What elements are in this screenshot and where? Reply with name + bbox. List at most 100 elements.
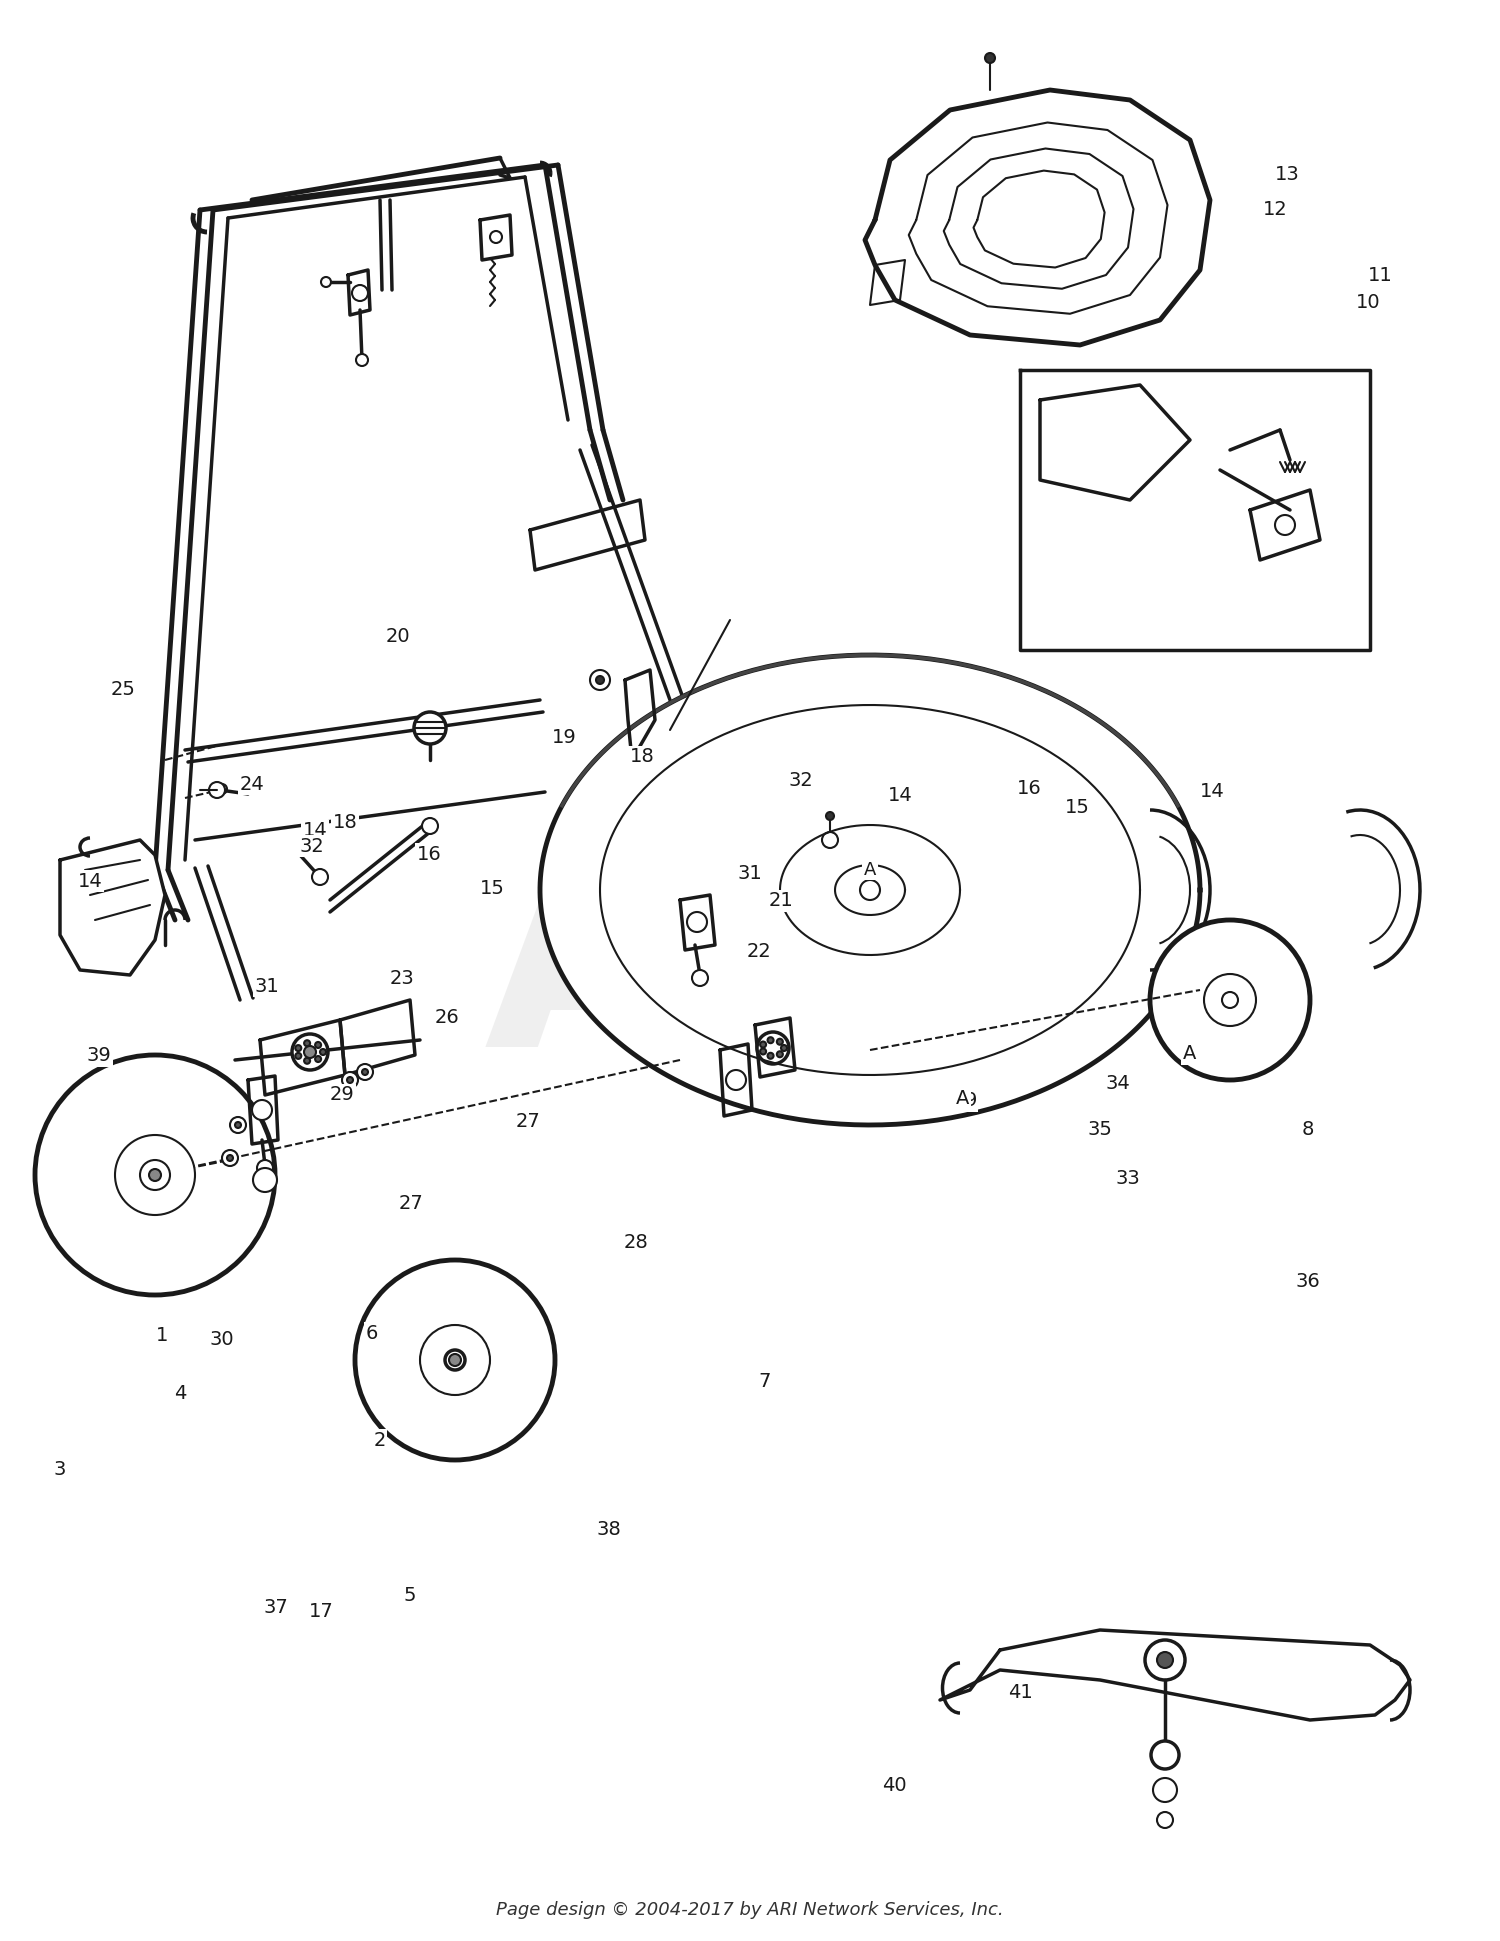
Circle shape (342, 1071, 358, 1089)
Circle shape (217, 784, 226, 794)
Circle shape (768, 1052, 774, 1058)
Circle shape (304, 1058, 310, 1064)
Circle shape (986, 52, 994, 62)
Text: 7: 7 (759, 1372, 771, 1392)
Circle shape (420, 1326, 491, 1396)
Text: 1: 1 (156, 1326, 168, 1345)
Circle shape (356, 1260, 555, 1460)
Text: 24: 24 (240, 774, 264, 794)
Circle shape (116, 1135, 195, 1215)
Circle shape (446, 1351, 465, 1370)
Text: 38: 38 (597, 1520, 621, 1539)
Circle shape (692, 970, 708, 986)
Text: 32: 32 (789, 771, 813, 790)
Polygon shape (530, 501, 645, 571)
Text: 21: 21 (770, 891, 794, 910)
Circle shape (312, 870, 328, 885)
Polygon shape (340, 1000, 416, 1075)
Text: 5: 5 (404, 1586, 416, 1605)
Text: A: A (1184, 1044, 1196, 1064)
Text: 27: 27 (399, 1194, 423, 1213)
Text: 25: 25 (111, 679, 135, 699)
Circle shape (414, 712, 446, 743)
Text: 37: 37 (264, 1597, 288, 1617)
Text: A: A (864, 862, 876, 879)
Text: 15: 15 (1065, 798, 1089, 817)
Text: 16: 16 (1017, 778, 1041, 798)
Polygon shape (680, 895, 716, 949)
Polygon shape (1040, 384, 1190, 501)
Text: 23: 23 (390, 969, 414, 988)
Polygon shape (754, 1017, 795, 1077)
Circle shape (1144, 1640, 1185, 1681)
Text: 14: 14 (888, 786, 912, 806)
Circle shape (422, 817, 438, 835)
Circle shape (296, 1044, 302, 1052)
Circle shape (768, 1036, 774, 1042)
Circle shape (304, 1046, 316, 1058)
Polygon shape (248, 1075, 278, 1143)
Circle shape (777, 1038, 783, 1044)
Circle shape (236, 1122, 242, 1128)
Circle shape (304, 1040, 310, 1046)
Text: 2: 2 (374, 1431, 386, 1450)
Text: 28: 28 (624, 1233, 648, 1252)
Circle shape (222, 1149, 238, 1167)
Text: 31: 31 (738, 864, 762, 883)
Text: 6: 6 (366, 1324, 378, 1343)
Circle shape (1204, 974, 1255, 1027)
Text: 26: 26 (435, 1007, 459, 1027)
Polygon shape (260, 1021, 345, 1095)
Polygon shape (870, 260, 904, 305)
Text: 31: 31 (255, 976, 279, 996)
Text: 8: 8 (1302, 1120, 1314, 1139)
Circle shape (760, 1042, 766, 1048)
Circle shape (1150, 1741, 1179, 1768)
Text: 33: 33 (1116, 1168, 1140, 1188)
Text: Page design © 2004-2017 by ARI Network Services, Inc.: Page design © 2004-2017 by ARI Network S… (496, 1900, 1004, 1920)
Circle shape (1156, 1813, 1173, 1828)
Text: 39: 39 (87, 1046, 111, 1066)
Text: 18: 18 (333, 813, 357, 833)
Text: 9: 9 (964, 1091, 976, 1110)
Polygon shape (480, 215, 512, 260)
Circle shape (292, 1035, 328, 1069)
Text: 32: 32 (300, 837, 324, 856)
Text: 10: 10 (1356, 293, 1380, 313)
Circle shape (230, 1116, 246, 1134)
Text: 15: 15 (480, 879, 504, 899)
Circle shape (758, 1033, 789, 1064)
Circle shape (777, 1052, 783, 1058)
Text: 11: 11 (1368, 266, 1392, 285)
Circle shape (357, 1064, 374, 1079)
Circle shape (320, 1048, 326, 1056)
Circle shape (140, 1161, 170, 1190)
Polygon shape (720, 1044, 752, 1116)
Text: 30: 30 (210, 1330, 234, 1349)
Circle shape (859, 879, 880, 901)
Circle shape (782, 1044, 788, 1050)
Circle shape (315, 1042, 321, 1048)
Text: 13: 13 (1275, 165, 1299, 184)
Circle shape (1156, 1652, 1173, 1667)
Circle shape (687, 912, 706, 932)
Circle shape (226, 1155, 232, 1161)
Circle shape (315, 1056, 321, 1062)
Text: ARI: ARI (484, 835, 1016, 1104)
Text: 29: 29 (330, 1085, 354, 1104)
Circle shape (209, 782, 225, 798)
Circle shape (590, 670, 610, 689)
Circle shape (362, 1069, 368, 1075)
Text: A: A (957, 1089, 969, 1108)
Polygon shape (865, 89, 1210, 345)
Text: 3: 3 (54, 1460, 66, 1479)
Circle shape (490, 231, 502, 243)
Polygon shape (540, 654, 1200, 1126)
Circle shape (252, 1101, 272, 1120)
Circle shape (34, 1056, 274, 1295)
Circle shape (296, 1052, 302, 1060)
Text: 27: 27 (516, 1112, 540, 1132)
Text: 12: 12 (1263, 200, 1287, 219)
Text: 35: 35 (1088, 1120, 1112, 1139)
Circle shape (356, 353, 368, 367)
